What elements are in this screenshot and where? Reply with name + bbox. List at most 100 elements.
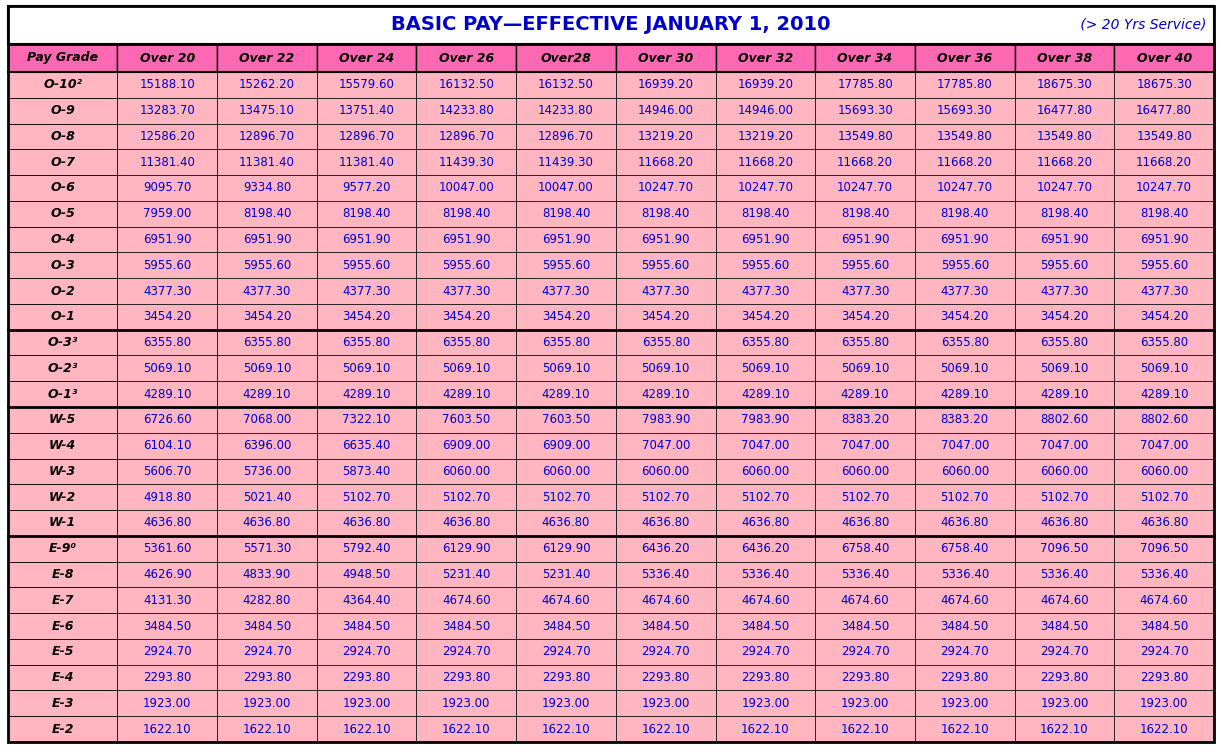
- Text: 5102.70: 5102.70: [1040, 490, 1089, 504]
- Text: 7603.50: 7603.50: [541, 413, 590, 427]
- Text: 3454.20: 3454.20: [243, 310, 291, 323]
- Bar: [117, 587, 218, 613]
- Bar: [117, 44, 218, 72]
- Bar: [316, 149, 417, 175]
- Bar: [616, 201, 716, 226]
- Bar: [516, 587, 616, 613]
- Text: 5336.40: 5336.40: [1140, 568, 1188, 581]
- Bar: [815, 562, 915, 587]
- Bar: [1014, 510, 1114, 536]
- Bar: [616, 407, 716, 433]
- Text: 4377.30: 4377.30: [742, 284, 789, 298]
- Text: 3454.20: 3454.20: [941, 310, 989, 323]
- Text: 18675.30: 18675.30: [1136, 79, 1191, 92]
- Bar: [117, 536, 218, 562]
- Text: 4636.80: 4636.80: [742, 517, 789, 530]
- Bar: [716, 175, 815, 201]
- Bar: [516, 458, 616, 484]
- Text: 11668.20: 11668.20: [1136, 156, 1193, 169]
- Bar: [716, 458, 815, 484]
- Text: Over 30: Over 30: [638, 52, 693, 64]
- Bar: [716, 304, 815, 330]
- Text: W-2: W-2: [49, 490, 76, 504]
- Bar: [1014, 226, 1114, 253]
- Bar: [417, 484, 516, 510]
- Text: 6951.90: 6951.90: [1140, 233, 1189, 246]
- Bar: [9, 716, 117, 742]
- Text: O-7: O-7: [50, 156, 75, 169]
- Text: 2293.80: 2293.80: [143, 671, 192, 684]
- Bar: [417, 639, 516, 664]
- Text: 1622.10: 1622.10: [342, 722, 391, 736]
- Bar: [316, 175, 417, 201]
- Bar: [815, 175, 915, 201]
- Text: 4626.90: 4626.90: [143, 568, 192, 581]
- Bar: [1014, 381, 1114, 407]
- Text: 5069.10: 5069.10: [541, 362, 590, 375]
- Text: 5336.40: 5336.40: [742, 568, 789, 581]
- Text: 3484.50: 3484.50: [1040, 620, 1089, 632]
- Text: 5102.70: 5102.70: [841, 490, 890, 504]
- Text: 11668.20: 11668.20: [837, 156, 893, 169]
- Text: 2293.80: 2293.80: [642, 671, 690, 684]
- Text: 4636.80: 4636.80: [1140, 517, 1188, 530]
- Text: 15693.30: 15693.30: [837, 104, 893, 117]
- Bar: [915, 664, 1014, 691]
- Bar: [9, 6, 1213, 44]
- Text: O-1: O-1: [50, 310, 75, 323]
- Bar: [616, 149, 716, 175]
- Text: 1923.00: 1923.00: [941, 697, 989, 709]
- Text: 4833.90: 4833.90: [243, 568, 291, 581]
- Bar: [915, 124, 1014, 149]
- Text: W-4: W-4: [49, 440, 76, 452]
- Bar: [1014, 175, 1114, 201]
- Bar: [915, 381, 1014, 407]
- Bar: [815, 510, 915, 536]
- Text: 10247.70: 10247.70: [638, 182, 694, 194]
- Bar: [516, 664, 616, 691]
- Bar: [417, 458, 516, 484]
- Text: Over 22: Over 22: [240, 52, 295, 64]
- Text: 9095.70: 9095.70: [143, 182, 192, 194]
- Bar: [616, 330, 716, 356]
- Bar: [516, 278, 616, 304]
- Bar: [516, 381, 616, 407]
- Text: 16939.20: 16939.20: [638, 79, 694, 92]
- Text: 14233.80: 14233.80: [538, 104, 594, 117]
- Bar: [915, 44, 1014, 72]
- Text: 4289.10: 4289.10: [642, 388, 690, 400]
- Text: 4289.10: 4289.10: [1040, 388, 1089, 400]
- Text: 6951.90: 6951.90: [541, 233, 590, 246]
- Bar: [218, 44, 316, 72]
- Bar: [117, 304, 218, 330]
- Text: 6396.00: 6396.00: [243, 440, 291, 452]
- Bar: [218, 458, 316, 484]
- Bar: [915, 433, 1014, 458]
- Text: 5571.30: 5571.30: [243, 542, 291, 555]
- Text: O-3³: O-3³: [48, 336, 78, 349]
- Text: 5955.60: 5955.60: [1040, 259, 1089, 272]
- Bar: [9, 201, 117, 226]
- Bar: [915, 536, 1014, 562]
- Text: 11668.20: 11668.20: [737, 156, 793, 169]
- Bar: [218, 407, 316, 433]
- Bar: [218, 72, 316, 98]
- Bar: [1014, 407, 1114, 433]
- Bar: [815, 201, 915, 226]
- Bar: [117, 664, 218, 691]
- Bar: [616, 44, 716, 72]
- Bar: [1114, 716, 1213, 742]
- Bar: [1114, 614, 1213, 639]
- Text: 13475.10: 13475.10: [240, 104, 295, 117]
- Bar: [915, 691, 1014, 716]
- Text: 8198.40: 8198.40: [1040, 207, 1089, 220]
- Text: 6436.20: 6436.20: [642, 542, 690, 555]
- Bar: [815, 304, 915, 330]
- Text: 5736.00: 5736.00: [243, 465, 291, 478]
- Text: 4674.60: 4674.60: [541, 594, 590, 607]
- Bar: [117, 356, 218, 381]
- Text: 11668.20: 11668.20: [638, 156, 694, 169]
- Bar: [815, 433, 915, 458]
- Bar: [716, 330, 815, 356]
- Text: 4364.40: 4364.40: [342, 594, 391, 607]
